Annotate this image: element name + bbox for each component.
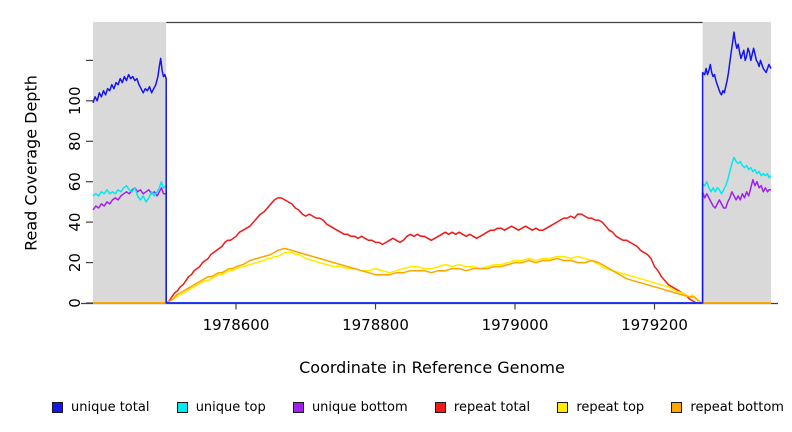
legend-swatch-icon [176, 401, 188, 413]
legend-item-unique-total: unique total [52, 400, 149, 415]
y-tick-label: 80 [66, 132, 84, 151]
legend-swatch-icon [434, 401, 446, 413]
series-line-repeat-total [93, 197, 771, 304]
legend: unique total unique top unique bottom repea… [52, 396, 784, 418]
series-line-unique-total [92, 31, 772, 304]
y-tick-label: 20 [66, 253, 84, 272]
series-line-unique-bottom [92, 178, 771, 304]
legend-label: unique top [195, 399, 266, 415]
legend-label: repeat total [453, 399, 531, 415]
legend-item-repeat-top: repeat top [557, 400, 644, 415]
x-tick-label: 1978600 [203, 316, 270, 334]
legend-label: unique bottom [311, 399, 408, 415]
legend-item-repeat-total: repeat total [434, 399, 531, 415]
shaded-region [93, 22, 167, 303]
legend-label: unique total [71, 399, 150, 415]
legend-swatch-icon [671, 401, 683, 413]
y-tick-label: 40 [66, 213, 84, 232]
legend-label: repeat bottom [690, 399, 784, 415]
y-tick-label: 100 [66, 86, 84, 115]
legend-item-unique-bottom: unique bottom [292, 399, 408, 415]
x-axis-title: Coordinate in Reference Genome [299, 358, 565, 377]
legend-item-repeat-bottom: repeat bottom [671, 400, 784, 415]
x-tick-label: 1978800 [342, 316, 409, 334]
legend-label: repeat top [576, 399, 645, 415]
series-line-repeat-top [93, 251, 771, 304]
y-axis-title: Read Coverage Depth [21, 75, 41, 251]
series-line-repeat-bottom [93, 247, 771, 304]
legend-item-unique-top: unique top [176, 399, 266, 415]
y-tick-label: 0 [66, 298, 84, 308]
y-tick-label: 60 [66, 172, 84, 191]
x-tick-label: 1979200 [621, 316, 688, 334]
legend-swatch-icon [52, 401, 63, 413]
x-tick-label: 1979000 [482, 316, 549, 334]
legend-swatch-icon [292, 401, 304, 413]
legend-swatch-icon [557, 401, 569, 413]
series-line-unique-top [92, 156, 772, 304]
